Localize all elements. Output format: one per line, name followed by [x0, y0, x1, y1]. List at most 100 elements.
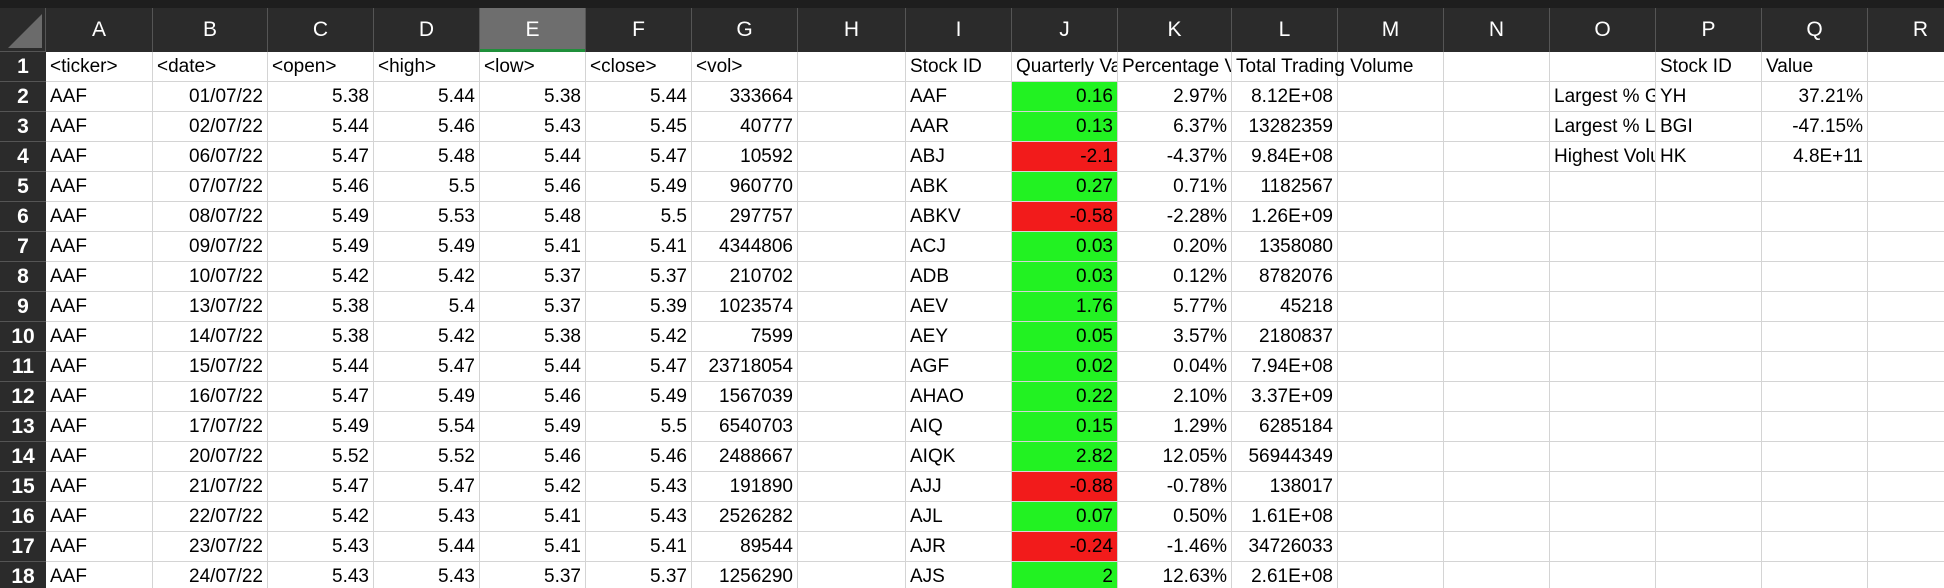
- cell-o3[interactable]: Largest % Loss: [1550, 112, 1656, 142]
- cell-h8[interactable]: [798, 262, 906, 292]
- cell-o16[interactable]: [1550, 502, 1656, 532]
- cell-c15[interactable]: 5.47: [268, 472, 374, 502]
- cell-n6[interactable]: [1444, 202, 1550, 232]
- cell-h7[interactable]: [798, 232, 906, 262]
- cell-l4[interactable]: 9.84E+08: [1232, 142, 1338, 172]
- cell-r6[interactable]: [1868, 202, 1944, 232]
- cell-b18[interactable]: 24/07/22: [153, 562, 268, 588]
- row-header-5[interactable]: 5: [0, 172, 46, 202]
- cell-r3[interactable]: [1868, 112, 1944, 142]
- cell-n16[interactable]: [1444, 502, 1550, 532]
- cell-n9[interactable]: [1444, 292, 1550, 322]
- column-header-j[interactable]: J: [1012, 8, 1118, 52]
- column-header-g[interactable]: G: [692, 8, 798, 52]
- cell-p2[interactable]: YH: [1656, 82, 1762, 112]
- cell-n2[interactable]: [1444, 82, 1550, 112]
- cell-b12[interactable]: 16/07/22: [153, 382, 268, 412]
- column-header-d[interactable]: D: [374, 8, 480, 52]
- cell-e14[interactable]: 5.46: [480, 442, 586, 472]
- cell-g5[interactable]: 960770: [692, 172, 798, 202]
- cell-q5[interactable]: [1762, 172, 1868, 202]
- cell-o18[interactable]: [1550, 562, 1656, 588]
- cell-r18[interactable]: [1868, 562, 1944, 588]
- cell-m4[interactable]: [1338, 142, 1444, 172]
- cell-h14[interactable]: [798, 442, 906, 472]
- cell-d12[interactable]: 5.49: [374, 382, 480, 412]
- column-header-r[interactable]: R: [1868, 8, 1944, 52]
- cell-k6[interactable]: -2.28%: [1118, 202, 1232, 232]
- cell-c18[interactable]: 5.43: [268, 562, 374, 588]
- row-header-11[interactable]: 11: [0, 352, 46, 382]
- cell-j15[interactable]: -0.88: [1012, 472, 1118, 502]
- cell-g9[interactable]: 1023574: [692, 292, 798, 322]
- cell-p17[interactable]: [1656, 532, 1762, 562]
- cell-q17[interactable]: [1762, 532, 1868, 562]
- cell-i9[interactable]: AEV: [906, 292, 1012, 322]
- cell-l5[interactable]: 1182567: [1232, 172, 1338, 202]
- column-header-i[interactable]: I: [906, 8, 1012, 52]
- cell-a14[interactable]: AAF: [46, 442, 153, 472]
- cell-n12[interactable]: [1444, 382, 1550, 412]
- cell-k14[interactable]: 12.05%: [1118, 442, 1232, 472]
- column-header-k[interactable]: K: [1118, 8, 1232, 52]
- cell-g11[interactable]: 23718054: [692, 352, 798, 382]
- cell-f2[interactable]: 5.44: [586, 82, 692, 112]
- cell-b16[interactable]: 22/07/22: [153, 502, 268, 532]
- cell-r15[interactable]: [1868, 472, 1944, 502]
- cell-k16[interactable]: 0.50%: [1118, 502, 1232, 532]
- column-header-q[interactable]: Q: [1762, 8, 1868, 52]
- cell-j11[interactable]: 0.02: [1012, 352, 1118, 382]
- column-header-l[interactable]: L: [1232, 8, 1338, 52]
- cell-c7[interactable]: 5.49: [268, 232, 374, 262]
- cell-d6[interactable]: 5.53: [374, 202, 480, 232]
- cell-f12[interactable]: 5.49: [586, 382, 692, 412]
- cell-f15[interactable]: 5.43: [586, 472, 692, 502]
- row-header-17[interactable]: 17: [0, 532, 46, 562]
- cell-d2[interactable]: 5.44: [374, 82, 480, 112]
- cell-c16[interactable]: 5.42: [268, 502, 374, 532]
- cell-g6[interactable]: 297757: [692, 202, 798, 232]
- cell-m7[interactable]: [1338, 232, 1444, 262]
- cell-n8[interactable]: [1444, 262, 1550, 292]
- row-header-16[interactable]: 16: [0, 502, 46, 532]
- cell-g4[interactable]: 10592: [692, 142, 798, 172]
- cell-d7[interactable]: 5.49: [374, 232, 480, 262]
- cell-m14[interactable]: [1338, 442, 1444, 472]
- cell-k12[interactable]: 2.10%: [1118, 382, 1232, 412]
- cell-q6[interactable]: [1762, 202, 1868, 232]
- row-header-14[interactable]: 14: [0, 442, 46, 472]
- cell-e3[interactable]: 5.43: [480, 112, 586, 142]
- cell-d5[interactable]: 5.5: [374, 172, 480, 202]
- cell-e12[interactable]: 5.46: [480, 382, 586, 412]
- cell-k15[interactable]: -0.78%: [1118, 472, 1232, 502]
- cell-c6[interactable]: 5.49: [268, 202, 374, 232]
- cell-k1[interactable]: Percentage Variance: [1118, 52, 1232, 82]
- cell-i16[interactable]: AJL: [906, 502, 1012, 532]
- cell-d17[interactable]: 5.44: [374, 532, 480, 562]
- cell-o9[interactable]: [1550, 292, 1656, 322]
- cell-p16[interactable]: [1656, 502, 1762, 532]
- cell-q10[interactable]: [1762, 322, 1868, 352]
- cell-m1[interactable]: [1338, 52, 1444, 82]
- cell-q8[interactable]: [1762, 262, 1868, 292]
- cell-r11[interactable]: [1868, 352, 1944, 382]
- cell-b4[interactable]: 06/07/22: [153, 142, 268, 172]
- row-header-12[interactable]: 12: [0, 382, 46, 412]
- cell-q12[interactable]: [1762, 382, 1868, 412]
- cell-d1[interactable]: <high>: [374, 52, 480, 82]
- cell-h11[interactable]: [798, 352, 906, 382]
- row-header-13[interactable]: 13: [0, 412, 46, 442]
- cell-k10[interactable]: 3.57%: [1118, 322, 1232, 352]
- cell-g15[interactable]: 191890: [692, 472, 798, 502]
- cell-f17[interactable]: 5.41: [586, 532, 692, 562]
- row-header-4[interactable]: 4: [0, 142, 46, 172]
- cell-c5[interactable]: 5.46: [268, 172, 374, 202]
- cell-n13[interactable]: [1444, 412, 1550, 442]
- cell-r13[interactable]: [1868, 412, 1944, 442]
- cell-k9[interactable]: 5.77%: [1118, 292, 1232, 322]
- cell-i11[interactable]: AGF: [906, 352, 1012, 382]
- cell-n10[interactable]: [1444, 322, 1550, 352]
- cell-i8[interactable]: ADB: [906, 262, 1012, 292]
- cell-n11[interactable]: [1444, 352, 1550, 382]
- cell-i17[interactable]: AJR: [906, 532, 1012, 562]
